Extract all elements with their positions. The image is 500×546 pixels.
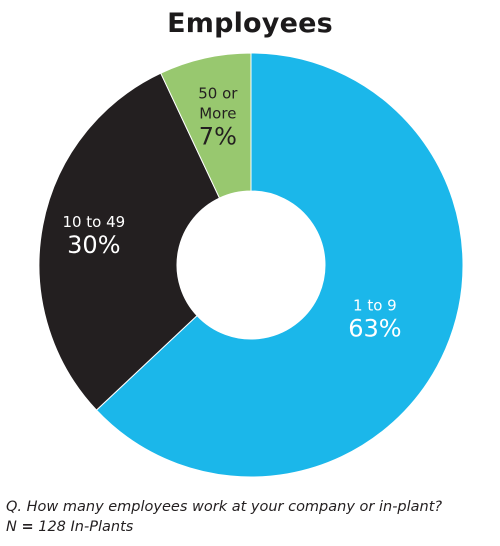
slice-label: 10 to 49 [62, 213, 125, 231]
sample-size: N = 128 In-Plants [6, 517, 442, 537]
sample-size-n: N [6, 519, 17, 535]
sample-size-equals: = [21, 519, 33, 535]
slice-value-label: 63% [348, 315, 401, 343]
donut-chart: 1 to 9 63% 10 to 49 30% 50 or More 7% [0, 0, 500, 480]
sample-size-value: 128 In-Plants [38, 519, 133, 535]
slice-label: 50 or [198, 85, 238, 103]
slice-label: 1 to 9 [353, 297, 397, 315]
slice-value-label: 7% [199, 123, 237, 151]
chart-footer: Q. How many employees work at your compa… [6, 497, 442, 537]
slice-value-label: 30% [67, 231, 120, 259]
slice-label: More [199, 105, 236, 123]
survey-question: Q. How many employees work at your compa… [6, 497, 442, 517]
